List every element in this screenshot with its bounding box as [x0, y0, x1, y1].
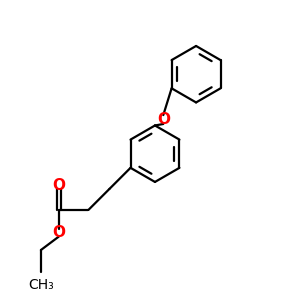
Text: O: O	[52, 178, 65, 193]
Text: CH₃: CH₃	[28, 278, 54, 292]
Text: O: O	[157, 112, 170, 127]
Text: O: O	[52, 225, 65, 240]
